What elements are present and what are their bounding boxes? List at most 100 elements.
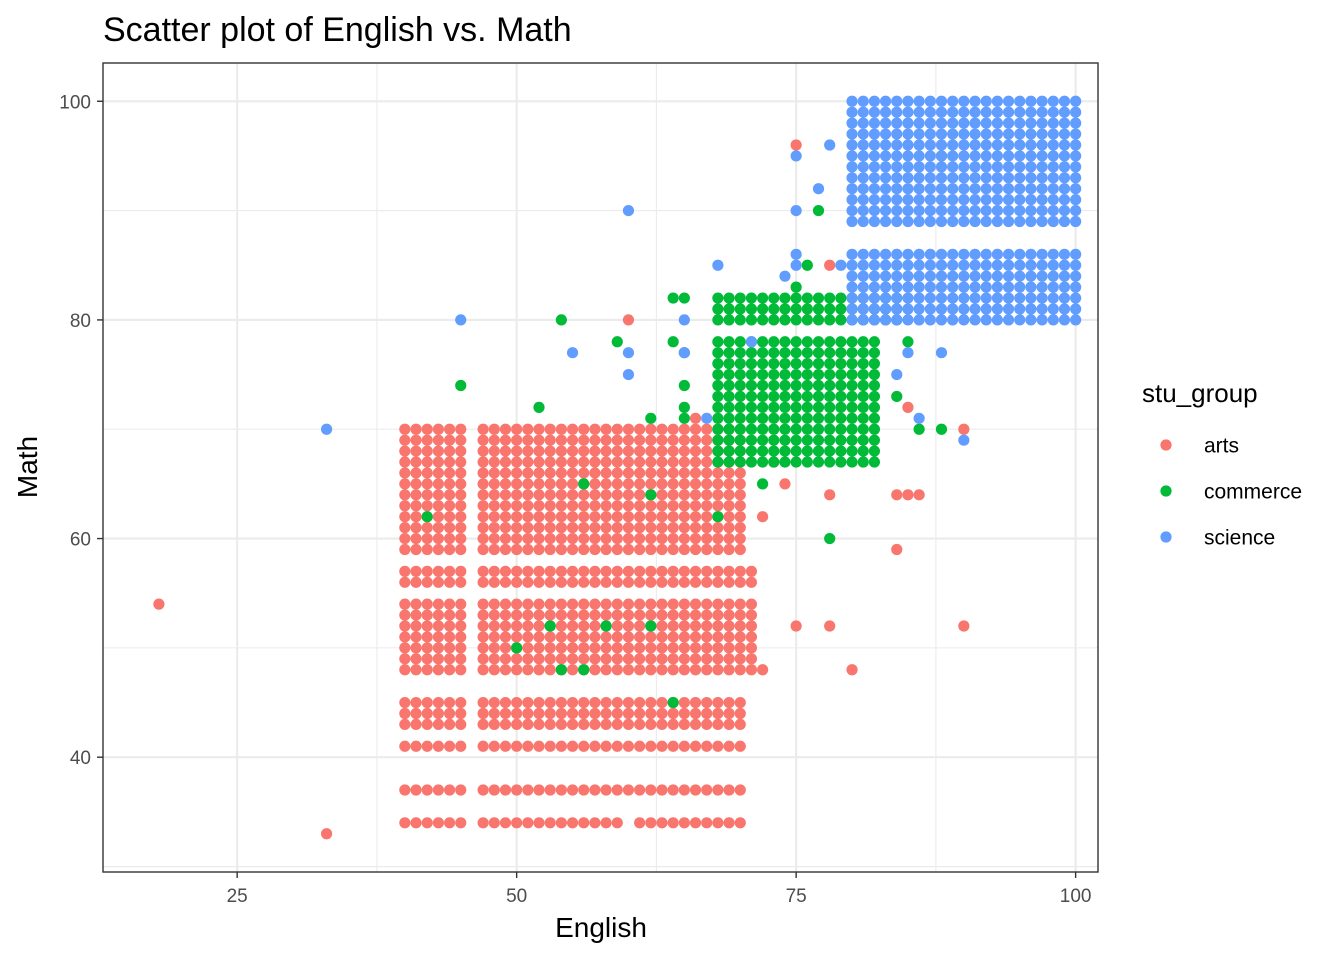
data-point-arts (443, 620, 456, 632)
data-point-science (947, 270, 959, 282)
data-point-arts (645, 467, 657, 479)
data-point-science (1025, 95, 1037, 107)
data-point-science (1047, 215, 1059, 228)
data-point-arts (432, 784, 444, 796)
data-point-science (879, 248, 892, 260)
data-point-science (991, 183, 1003, 195)
data-point-science (891, 292, 903, 304)
data-point-arts (634, 543, 646, 556)
data-point-commerce (846, 412, 858, 424)
data-point-arts (611, 456, 623, 468)
data-point-science (868, 215, 881, 228)
data-point-arts (578, 817, 590, 829)
data-point-arts (488, 784, 500, 796)
data-point-arts (443, 576, 456, 588)
data-point-science (1002, 161, 1015, 173)
data-point-arts (645, 522, 657, 534)
data-point-arts (611, 642, 623, 654)
data-point-arts (455, 532, 467, 545)
data-point-arts (566, 456, 579, 468)
data-point-arts (611, 565, 623, 577)
data-point-arts (611, 478, 623, 490)
data-point-arts (421, 817, 433, 829)
data-point-science (1002, 150, 1015, 162)
data-point-science (1070, 106, 1082, 118)
x-tick-label: 75 (786, 886, 807, 907)
data-point-science (879, 139, 892, 151)
data-point-arts (634, 664, 646, 676)
data-point-arts (701, 543, 713, 556)
data-point-arts (522, 565, 534, 577)
data-point-arts (678, 489, 690, 501)
data-point-science (969, 314, 981, 326)
data-point-arts (410, 456, 422, 468)
data-point-science (622, 368, 635, 381)
data-point-arts (399, 784, 411, 796)
data-point-arts (678, 631, 690, 643)
data-point-science (857, 95, 869, 107)
data-point-arts (589, 445, 601, 457)
data-point-arts (678, 467, 690, 479)
data-point-arts (701, 500, 713, 512)
data-point-arts (511, 445, 523, 457)
data-point-commerce (578, 664, 590, 676)
data-point-arts (533, 511, 545, 523)
data-point-arts (499, 500, 512, 512)
data-point-commerce (835, 314, 847, 326)
data-point-arts (555, 576, 567, 588)
data-point-arts (600, 696, 612, 709)
data-point-arts (477, 522, 489, 534)
data-point-commerce (812, 314, 825, 326)
data-point-arts (723, 511, 735, 523)
data-point-arts (511, 696, 523, 709)
data-point-arts (578, 609, 590, 621)
data-point-arts (667, 707, 679, 720)
data-point-science (1025, 270, 1037, 282)
data-point-commerce (790, 336, 802, 348)
data-point-arts (611, 696, 623, 709)
data-point-arts (432, 456, 444, 468)
data-point-commerce (868, 347, 881, 359)
data-point-arts (645, 664, 657, 676)
data-point-arts (734, 784, 746, 796)
data-point-arts (678, 532, 690, 545)
data-point-arts (443, 543, 456, 556)
data-point-arts (522, 511, 534, 523)
data-point-science (1047, 161, 1059, 173)
data-point-arts (745, 631, 758, 643)
data-point-commerce (835, 423, 847, 435)
data-point-arts (734, 489, 746, 501)
data-point-commerce (857, 347, 869, 359)
data-point-science (969, 194, 981, 206)
data-point-commerce (768, 336, 780, 348)
data-point-arts (689, 434, 702, 446)
data-point-commerce (712, 314, 724, 326)
data-point-science (1025, 117, 1037, 129)
data-point-arts (455, 423, 467, 435)
data-point-commerce (768, 456, 780, 468)
data-point-arts (443, 489, 456, 501)
data-point-science (958, 314, 970, 326)
data-point-science (947, 95, 959, 107)
data-point-commerce (801, 303, 813, 315)
data-point-arts (421, 434, 433, 446)
data-point-arts (667, 467, 679, 479)
data-points (153, 95, 1082, 840)
data-point-science (1070, 139, 1082, 151)
data-point-arts (667, 718, 679, 731)
data-point-arts (701, 696, 713, 709)
data-point-science (1047, 303, 1059, 315)
data-point-commerce (544, 620, 556, 632)
data-point-arts (634, 522, 646, 534)
data-point-commerce (779, 434, 791, 446)
data-point-commerce (734, 412, 746, 424)
data-point-science (1036, 117, 1048, 129)
data-point-arts (522, 653, 534, 665)
data-point-commerce (868, 423, 881, 435)
data-point-science (1058, 303, 1071, 315)
data-point-arts (533, 817, 545, 829)
data-point-commerce (723, 314, 735, 326)
data-point-arts (701, 532, 713, 545)
data-point-arts (555, 653, 567, 665)
data-point-arts (712, 500, 724, 512)
